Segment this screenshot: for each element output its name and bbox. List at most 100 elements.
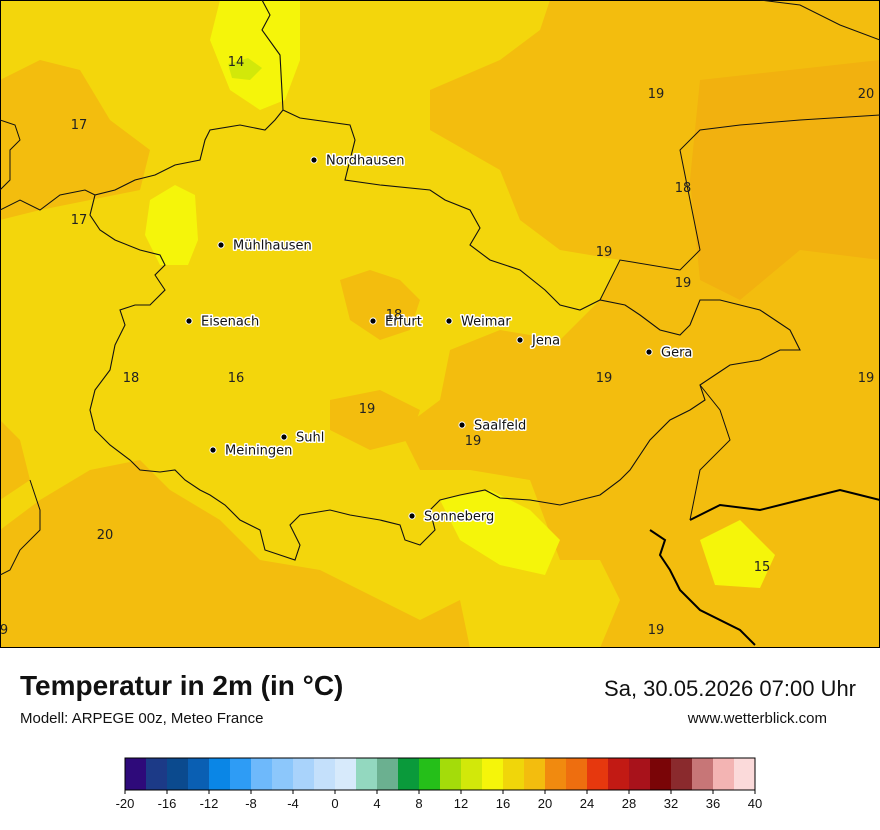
temperature-value: 20 xyxy=(858,87,875,102)
border-hesse xyxy=(0,189,96,211)
city-dot xyxy=(459,422,465,428)
legend-tick-label: 28 xyxy=(622,796,636,811)
city-dot xyxy=(218,242,224,248)
warm-region-west xyxy=(0,420,30,500)
legend-swatch xyxy=(230,758,252,790)
temperature-value: 20 xyxy=(97,528,114,543)
legend-ticks: -20 -16 -12 -8 -4 0 4 8 12 16 20 24 28 32 36 40 xyxy=(116,790,762,811)
legend-swatch xyxy=(608,758,630,790)
city-label: Erfurt xyxy=(385,315,422,330)
legend-tick-label: -8 xyxy=(245,796,257,811)
city-label: Saalfeld xyxy=(474,419,526,434)
legend-swatch xyxy=(209,758,231,790)
city-marker: Meiningen xyxy=(209,442,294,460)
temperature-value: 19 xyxy=(596,245,613,260)
legend-swatch xyxy=(482,758,504,790)
city-marker: Jena xyxy=(516,332,562,350)
legend-tick-label: 8 xyxy=(415,796,422,811)
city-marker: Suhl xyxy=(280,429,326,447)
legend-swatch xyxy=(503,758,525,790)
legend-swatch xyxy=(713,758,735,790)
temperature-value: 18 xyxy=(123,371,140,386)
legend-tick-label: -12 xyxy=(200,796,219,811)
color-legend: -20 -16 -12 -8 -4 0 4 8 12 16 20 24 28 32 36 40 xyxy=(116,757,762,811)
city-label: Eisenach xyxy=(201,315,259,330)
city-dot xyxy=(210,447,216,453)
city-dot xyxy=(281,434,287,440)
legend-swatch xyxy=(335,758,357,790)
city-label: Nordhausen xyxy=(326,154,405,169)
darker-band-east xyxy=(690,60,880,300)
city-dot xyxy=(517,337,523,343)
border-czech xyxy=(649,488,880,646)
legend-swatch xyxy=(545,758,567,790)
city-dot xyxy=(311,157,317,163)
city-marker: Sonneberg xyxy=(408,508,496,526)
city-label: Suhl xyxy=(296,431,324,446)
legend-tick-label: 0 xyxy=(331,796,338,811)
warm-region-southwest xyxy=(0,460,470,648)
temperature-value: 19 xyxy=(648,87,665,102)
city-marker: Erfurt xyxy=(369,313,423,331)
legend-tick-label: 32 xyxy=(664,796,678,811)
state-border xyxy=(89,0,801,561)
temperature-value: 19 xyxy=(858,371,875,386)
legend-swatch xyxy=(440,758,462,790)
legend-swatch xyxy=(671,758,693,790)
legend-swatch xyxy=(167,758,189,790)
legend-swatch xyxy=(461,758,483,790)
temperature-map: Nordhausen Mühlhausen Eisenach Erfurt Weimar… xyxy=(0,0,880,648)
legend-tick-label: 20 xyxy=(538,796,552,811)
temperature-value: 14 xyxy=(228,55,245,70)
legend-swatch xyxy=(377,758,399,790)
border-saxony xyxy=(689,384,731,521)
cool-region-west xyxy=(145,185,198,265)
cool-region-south xyxy=(440,490,560,575)
legend-swatch xyxy=(188,758,210,790)
city-marker: Nordhausen xyxy=(310,152,406,170)
model-info: Modell: ARPEGE 00z, Meteo France xyxy=(20,710,264,727)
temperature-labels: 14 19 20 17 18 17 19 19 18 18 16 19 19 19 19 20 15 9 19 xyxy=(0,55,874,638)
warm-region-northwest xyxy=(0,60,150,220)
temperature-value: 19 xyxy=(596,371,613,386)
temperature-value: 15 xyxy=(754,560,771,575)
temperature-value: 9 xyxy=(0,623,8,638)
border-east xyxy=(599,114,880,301)
legend-tick-label: -16 xyxy=(158,796,177,811)
city-label: Meiningen xyxy=(225,444,292,459)
legend-swatch xyxy=(272,758,294,790)
city-marker: Saalfeld xyxy=(458,417,528,435)
cool-region-southeast xyxy=(700,520,775,588)
legend-swatch xyxy=(356,758,378,790)
temperature-value: 19 xyxy=(359,402,376,417)
city-label: Jena xyxy=(531,334,560,349)
legend-tick-label: 12 xyxy=(454,796,468,811)
cool-region-north xyxy=(210,0,300,110)
city-label: Weimar xyxy=(461,315,511,330)
footer: Temperatur in 2m (in °C) Modell: ARPEGE … xyxy=(0,648,880,830)
warm-region-erfurt xyxy=(340,270,420,340)
legend-swatch xyxy=(146,758,168,790)
city-marker: Weimar xyxy=(445,313,513,331)
temperature-value: 16 xyxy=(228,371,245,386)
city-dot xyxy=(646,349,652,355)
city-dot xyxy=(186,318,192,324)
legend-tick-label: 40 xyxy=(748,796,762,811)
legend-swatch xyxy=(251,758,273,790)
legend-tick-label: 4 xyxy=(373,796,380,811)
website-link[interactable]: www.wetterblick.com xyxy=(687,710,827,727)
legend-swatch xyxy=(398,758,420,790)
legend-swatch xyxy=(650,758,672,790)
legend-swatch xyxy=(293,758,315,790)
legend-swatch xyxy=(314,758,336,790)
border-bavaria-west xyxy=(0,479,41,576)
legend-swatch xyxy=(524,758,546,790)
city-dot xyxy=(370,318,376,324)
legend-border xyxy=(124,757,756,791)
legend-tick-label: -20 xyxy=(116,796,135,811)
cool-region-harz xyxy=(228,58,262,80)
temperature-value: 17 xyxy=(71,118,88,133)
city-label: Mühlhausen xyxy=(233,239,312,254)
legend-swatch xyxy=(734,758,756,790)
legend-swatch xyxy=(125,758,147,790)
